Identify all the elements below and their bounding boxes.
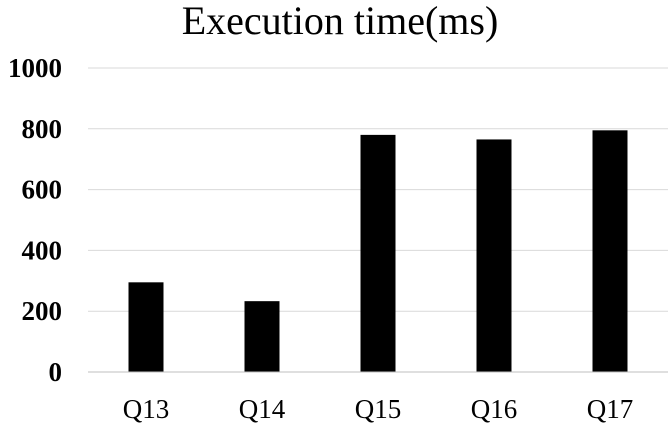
x-tick-label: Q16: [471, 394, 518, 424]
y-tick-label: 0: [49, 357, 63, 387]
y-tick-label: 800: [22, 114, 63, 144]
bar-q17: [592, 130, 628, 372]
y-tick-label: 200: [22, 296, 63, 326]
bars: [128, 130, 628, 372]
x-tick-label: Q14: [239, 394, 286, 424]
y-axis-ticks: 0 200 400 600 800 1000: [8, 53, 62, 387]
bar-q16: [476, 139, 512, 372]
y-tick-label: 400: [22, 235, 63, 265]
y-tick-label: 600: [22, 175, 63, 205]
chart-title: Execution time(ms): [182, 0, 499, 43]
x-tick-label: Q17: [587, 394, 634, 424]
bar-q15: [360, 134, 396, 372]
y-tick-label: 1000: [8, 53, 62, 83]
bar-q13: [128, 282, 164, 372]
x-tick-label: Q15: [355, 394, 402, 424]
x-axis-ticks: Q13 Q14 Q15 Q16 Q17: [123, 394, 634, 424]
x-tick-label: Q13: [123, 394, 170, 424]
bar-q14: [244, 301, 280, 372]
